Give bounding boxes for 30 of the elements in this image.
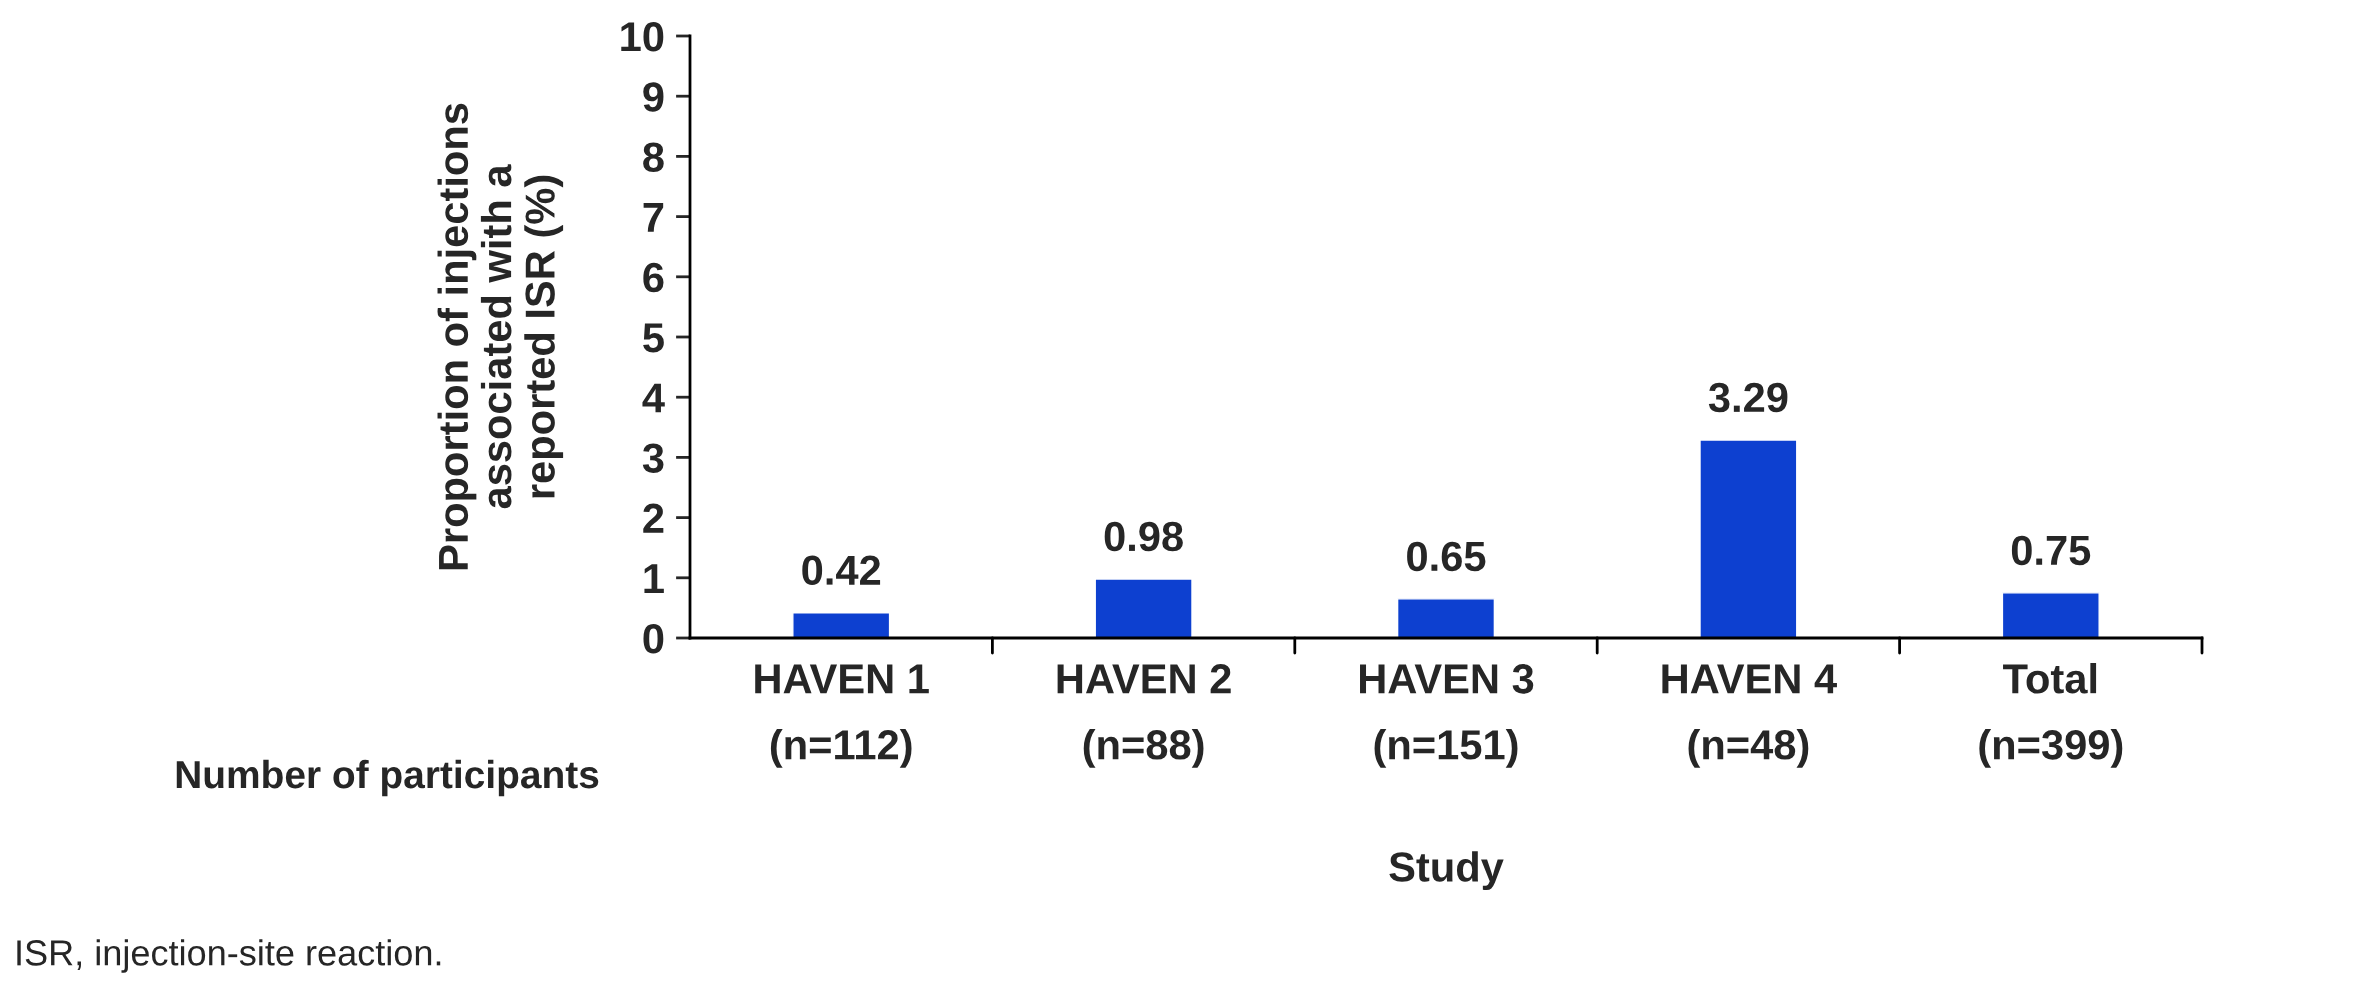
- x-tick-label: Total (n=399): [1979, 663, 2123, 768]
- text: Number of participants: [176, 759, 599, 797]
- y-tick-label: 4: [642, 383, 665, 413]
- y-tick-label: 5: [643, 323, 664, 353]
- y-tick-label: 9: [643, 82, 664, 112]
- bar: [792, 612, 891, 638]
- text: ISR, injection-site reaction.: [17, 939, 441, 973]
- data-label: 0.65: [1407, 541, 1486, 572]
- data-label: 0.42: [802, 555, 881, 586]
- x-axis-title: Study: [1389, 851, 1504, 891]
- y-tick-label: 3: [642, 443, 664, 473]
- x-tick-label: HAVEN 3 (n=151): [1360, 664, 1534, 768]
- bar: [1094, 578, 1193, 638]
- y-tick-label: 0: [643, 624, 664, 654]
- bar: [1396, 598, 1496, 638]
- y-tick-label: 8: [643, 142, 664, 172]
- y-tick-label: 6: [643, 262, 664, 293]
- bar: [1699, 439, 1798, 638]
- x-tick-label: HAVEN 4 (n=48): [1662, 664, 1837, 768]
- y-axis-title: Proportion of injections associated with a reported ISR (%): [437, 103, 564, 570]
- y-tick-label: 7: [643, 203, 664, 232]
- data-label: 0.75: [2011, 535, 2091, 566]
- x-tick-label: HAVEN 1 (n=112): [755, 664, 929, 768]
- data-label: 0.98: [1104, 521, 1183, 552]
- data-label: 3.29: [1708, 382, 1788, 413]
- y-tick-label: 2: [643, 503, 664, 533]
- bar: [2001, 592, 2100, 638]
- y-tick-label: 1: [644, 564, 664, 593]
- x-tick-label: HAVEN 2 (n=88): [1057, 664, 1231, 768]
- y-tick-label: 10: [621, 22, 664, 52]
